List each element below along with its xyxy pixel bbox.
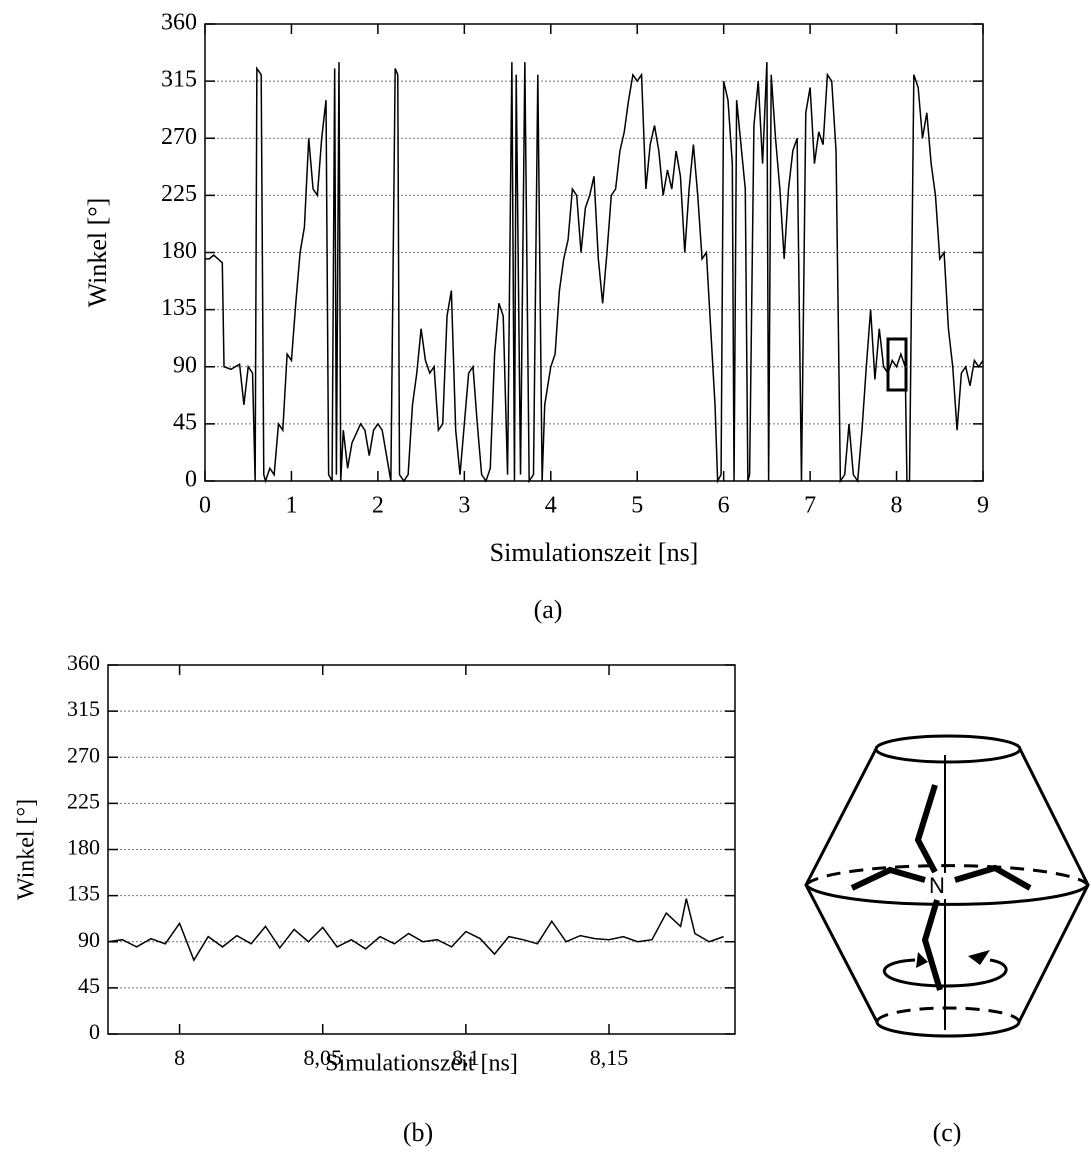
x-axis-label: Simulationszeit [ns] bbox=[325, 1051, 518, 1077]
y-tick-label: 135 bbox=[67, 881, 100, 906]
x-tick-label: 4 bbox=[545, 493, 557, 519]
x-tick-label: 7 bbox=[804, 493, 816, 519]
y-tick-label: 225 bbox=[67, 788, 100, 813]
y-tick-label: 45 bbox=[78, 973, 100, 998]
y-tick-label: 90 bbox=[173, 352, 197, 378]
rim-front bbox=[804, 883, 1090, 906]
y-tick-label: 270 bbox=[67, 742, 100, 767]
diagram: N bbox=[804, 734, 1090, 1038]
y-axis-label: Winkel [°] bbox=[83, 198, 112, 308]
base-back bbox=[875, 1006, 1021, 1023]
zoom-box bbox=[886, 337, 908, 392]
y-tick-label: 360 bbox=[67, 650, 100, 675]
y-tick-label: 225 bbox=[161, 181, 197, 207]
molecule bbox=[850, 784, 1032, 991]
plot-frame bbox=[204, 23, 984, 482]
y-tick-label: 180 bbox=[161, 238, 197, 264]
arrow-heads bbox=[916, 950, 990, 968]
rim-back bbox=[804, 864, 1090, 887]
y-tick-label: 180 bbox=[67, 835, 100, 860]
y-tick-label: 135 bbox=[161, 295, 197, 321]
x-tick-label: 6 bbox=[718, 493, 730, 519]
label-bg bbox=[926, 873, 948, 899]
x-tick-label: 8 bbox=[174, 1045, 185, 1070]
x-tick-label: 3 bbox=[458, 493, 470, 519]
x-tick-label: 5 bbox=[631, 493, 643, 519]
x-tick-label: 0 bbox=[199, 493, 211, 519]
data-line bbox=[205, 62, 984, 484]
cone-top bbox=[874, 734, 1022, 764]
x-tick-label: 9 bbox=[977, 493, 989, 519]
x-tick-label: 8 bbox=[891, 493, 903, 519]
y-tick-label: 315 bbox=[67, 696, 100, 721]
caption: (b) bbox=[403, 1118, 433, 1147]
y-tick-label: 45 bbox=[173, 409, 197, 435]
y-tick-label: 270 bbox=[161, 124, 197, 150]
x-tick-label: 2 bbox=[372, 493, 384, 519]
y-tick-label: 0 bbox=[185, 467, 197, 493]
caption: (a) bbox=[534, 595, 563, 624]
y-tick-label: 90 bbox=[78, 927, 100, 952]
data-line bbox=[107, 898, 724, 962]
x-axis-label: Simulationszeit [ns] bbox=[490, 538, 699, 567]
y-axis-label: Winkel [°] bbox=[14, 799, 40, 900]
x-tick-label: 1 bbox=[285, 493, 297, 519]
x-tick-label: 8,15 bbox=[590, 1045, 629, 1070]
rotation-arrow bbox=[882, 958, 1008, 988]
y-tick-label: 0 bbox=[89, 1019, 100, 1044]
plot-frame bbox=[107, 664, 736, 1035]
x-tick-label: 8,05 bbox=[303, 1045, 342, 1070]
cone-sides bbox=[804, 748, 1090, 1023]
x-tick-label: 8,1 bbox=[452, 1045, 480, 1070]
y-tick-label: 315 bbox=[161, 67, 197, 93]
base-front bbox=[875, 1021, 1021, 1038]
y-tick-label: 360 bbox=[161, 10, 197, 36]
caption: (c) bbox=[933, 1118, 962, 1147]
atom-label: N bbox=[929, 873, 945, 898]
